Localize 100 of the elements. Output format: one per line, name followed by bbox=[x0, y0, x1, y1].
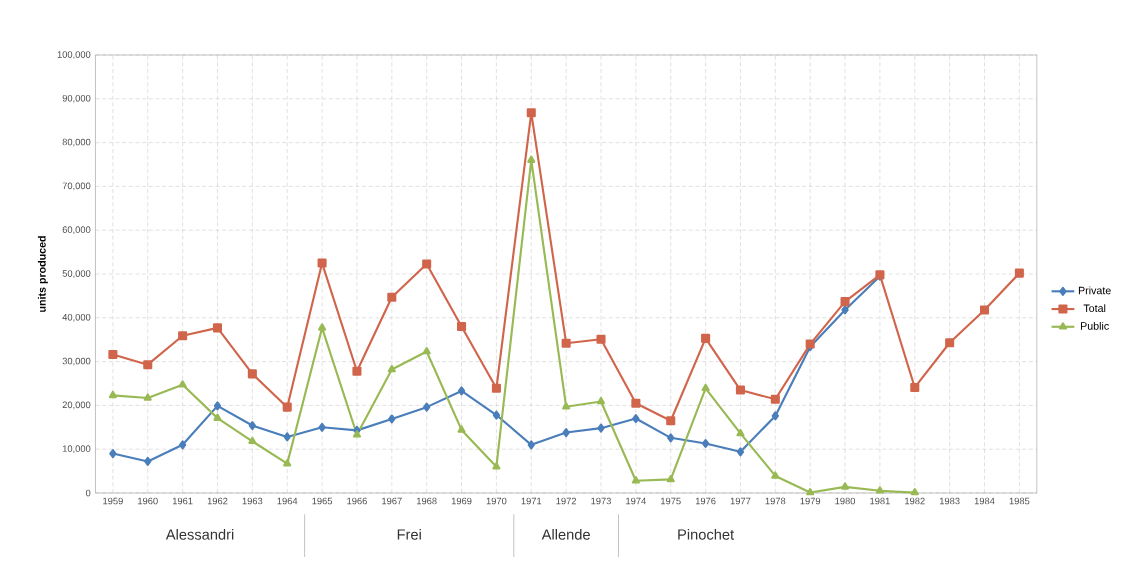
legend-label: Private bbox=[1078, 286, 1111, 295]
point bbox=[423, 402, 431, 412]
point bbox=[213, 401, 222, 411]
text: Allende bbox=[541, 528, 590, 540]
point bbox=[422, 259, 432, 269]
x-tick-label: 1978 bbox=[765, 497, 786, 505]
x-tick-label: 1960 bbox=[138, 497, 158, 505]
point bbox=[178, 440, 187, 450]
x-tick-label: 1985 bbox=[1009, 497, 1030, 505]
point bbox=[248, 421, 257, 431]
point bbox=[596, 396, 606, 405]
point bbox=[491, 383, 501, 393]
point bbox=[910, 488, 919, 496]
point bbox=[701, 383, 710, 392]
point bbox=[770, 394, 780, 404]
x-tick-label: 1969 bbox=[451, 497, 472, 505]
y-tick-label: 80,000 bbox=[62, 138, 91, 147]
point bbox=[667, 433, 675, 443]
point bbox=[282, 402, 292, 412]
x-tick-label: 1967 bbox=[382, 497, 402, 505]
point bbox=[840, 482, 850, 490]
point bbox=[457, 322, 467, 332]
point bbox=[526, 108, 536, 118]
text: Frei bbox=[397, 528, 421, 540]
point bbox=[387, 292, 397, 302]
point bbox=[1014, 268, 1024, 278]
point bbox=[701, 333, 711, 343]
y-tick-label: 60,000 bbox=[62, 226, 91, 235]
point bbox=[979, 305, 990, 315]
point bbox=[283, 432, 291, 442]
y-tick-label: 30,000 bbox=[62, 357, 91, 366]
legend-label: Public bbox=[1081, 321, 1109, 330]
point bbox=[143, 360, 153, 370]
x-tick-label: 1977 bbox=[730, 497, 751, 505]
point bbox=[632, 414, 640, 424]
point bbox=[736, 447, 745, 457]
y-tick-label: 40,000 bbox=[62, 313, 91, 322]
y-axis-title: units produced bbox=[37, 236, 48, 312]
point bbox=[736, 428, 745, 437]
x-tick-label: 1982 bbox=[905, 497, 925, 505]
point bbox=[701, 438, 710, 449]
x-tick-label: 1979 bbox=[800, 497, 821, 505]
x-tick-label: 1975 bbox=[661, 497, 681, 505]
point bbox=[666, 416, 676, 426]
y-tick-label: 70,000 bbox=[62, 182, 91, 191]
point bbox=[248, 436, 257, 445]
point bbox=[492, 410, 501, 420]
y-tick-label: 50,000 bbox=[62, 270, 91, 278]
text: Alessandri bbox=[165, 528, 234, 540]
point bbox=[108, 390, 117, 399]
point bbox=[945, 338, 955, 348]
point bbox=[108, 350, 118, 360]
point bbox=[597, 423, 605, 433]
point bbox=[422, 346, 431, 355]
x-tick-label: 1974 bbox=[626, 497, 646, 505]
point bbox=[388, 414, 396, 424]
point bbox=[247, 369, 257, 379]
x-tick-label: 1959 bbox=[103, 497, 123, 505]
point bbox=[318, 422, 326, 432]
point bbox=[562, 428, 570, 438]
point bbox=[631, 476, 640, 484]
point bbox=[178, 380, 187, 388]
point bbox=[666, 474, 675, 483]
point bbox=[212, 323, 223, 333]
point bbox=[735, 385, 745, 395]
point bbox=[841, 305, 849, 315]
x-tick-label: 1981 bbox=[870, 497, 890, 505]
y-tick-label: 0 bbox=[85, 489, 91, 497]
point bbox=[457, 425, 466, 433]
x-tick-label: 1971 bbox=[521, 497, 542, 505]
point bbox=[213, 413, 222, 421]
legend-label: Total bbox=[1083, 304, 1106, 313]
point bbox=[771, 411, 779, 421]
point bbox=[352, 430, 362, 438]
point bbox=[561, 338, 571, 348]
point bbox=[178, 331, 188, 341]
x-tick-label: 1984 bbox=[974, 497, 995, 505]
point bbox=[144, 456, 152, 466]
x-tick-label: 1983 bbox=[939, 497, 960, 505]
x-tick-label: 1970 bbox=[486, 497, 507, 505]
point bbox=[492, 462, 501, 470]
x-tick-label: 1962 bbox=[207, 497, 228, 505]
point bbox=[527, 155, 536, 163]
x-tick-label: 1972 bbox=[556, 497, 577, 505]
point bbox=[840, 297, 850, 307]
point bbox=[457, 386, 466, 396]
point bbox=[318, 323, 327, 331]
y-tick-label: 100,000 bbox=[57, 51, 91, 59]
y-tick-label: 90,000 bbox=[62, 94, 91, 103]
point bbox=[317, 258, 327, 268]
point bbox=[387, 364, 396, 373]
point bbox=[143, 393, 152, 401]
x-tick-label: 1961 bbox=[172, 497, 193, 505]
point bbox=[283, 459, 292, 467]
point bbox=[109, 449, 117, 459]
x-tick-label: 1965 bbox=[312, 497, 333, 505]
x-tick-label: 1966 bbox=[347, 497, 367, 505]
point bbox=[562, 402, 571, 410]
point bbox=[806, 488, 815, 496]
x-tick-label: 1976 bbox=[695, 497, 716, 505]
